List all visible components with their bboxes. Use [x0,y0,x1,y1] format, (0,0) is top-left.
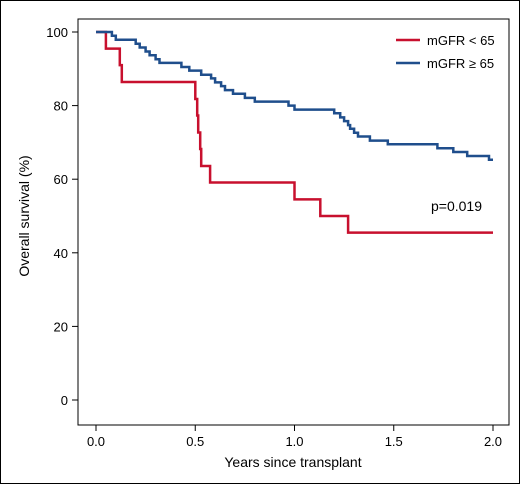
y-tick-label: 40 [54,246,68,261]
x-axis-label: Years since transplant [224,454,361,470]
y-tick-label: 80 [54,99,68,114]
x-tick-label: 1.0 [285,434,303,449]
y-tick-label: 20 [54,319,68,334]
y-tick-label: 100 [46,25,68,40]
legend: mGFR < 65 mGFR ≥ 65 [396,33,495,71]
y-axis: 0 20 40 60 80 100 [46,25,78,408]
series-line-2 [96,32,493,160]
legend-label-1: mGFR < 65 [427,33,495,48]
plot-area-border [78,19,509,425]
y-axis-label: Overall survival (%) [16,155,32,276]
legend-label-2: mGFR ≥ 65 [427,56,494,71]
y-tick-label: 0 [61,393,68,408]
x-tick-label: 0.0 [87,434,105,449]
x-tick-label: 2.0 [484,434,502,449]
x-axis: 0.0 0.5 1.0 1.5 2.0 [87,425,502,449]
x-tick-label: 1.5 [385,434,403,449]
p-value-annotation: p=0.019 [431,198,482,214]
y-tick-label: 60 [54,172,68,187]
x-tick-label: 0.5 [186,434,204,449]
